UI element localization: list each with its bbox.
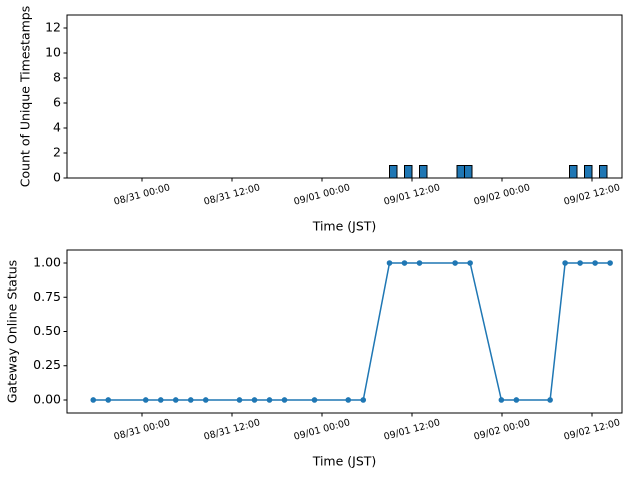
bar [599,165,608,179]
bar [389,165,398,179]
point [607,260,613,266]
y-tick-label: 1.00 [33,255,61,270]
point [281,397,288,403]
x-tick-label: 09/02 12:00 [563,182,622,208]
x-tick-label: 09/02 12:00 [563,417,622,443]
y-axis-label: Count of Unique Timestamps [18,6,33,187]
point [105,397,112,403]
y-tick-label: 0 [53,170,61,185]
y-tick-label: 8 [53,70,61,85]
y-axis-label: Gateway Online Status [5,260,20,403]
point [172,397,179,403]
bar [569,165,578,179]
axes-frame [66,249,623,414]
point [513,397,520,403]
point [577,260,583,266]
axes-frame [66,14,623,179]
x-tick-label: 08/31 12:00 [203,182,262,208]
x-tick-label: 09/01 12:00 [383,417,442,443]
y-tick-label: 0.25 [33,357,61,372]
x-tick-label: 09/02 00:00 [473,417,532,443]
point [562,260,568,266]
point [157,397,164,403]
bar [419,165,428,179]
point [498,397,505,403]
x-tick-label: 09/01 00:00 [293,417,352,443]
point [592,260,598,266]
point [90,397,97,403]
point [142,397,149,403]
x-axis-label: Time (JST) [312,219,377,234]
y-tick-label: 4 [53,120,61,135]
point [345,397,352,403]
x-tick-label: 09/01 12:00 [383,182,442,208]
y-tick-label: 0.50 [33,323,61,338]
x-tick-label: 08/31 00:00 [113,417,172,443]
x-tick-label: 08/31 00:00 [113,182,172,208]
point [360,397,367,403]
bar [584,165,593,179]
point [202,397,209,403]
subplot: 0 2 4 6 8 10 12 08/31 00:00 08/31 12:00 09/01 00:… [18,6,623,234]
point [401,260,408,266]
point [311,397,318,403]
x-tick-label: 09/02 00:00 [473,182,532,208]
bar [404,165,413,179]
bar [456,165,465,179]
y-tick-label: 0.75 [33,289,61,304]
series-line [93,262,611,401]
point [467,260,473,266]
x-tick-label: 08/31 12:00 [203,417,262,443]
y-tick-label: 10 [45,45,61,60]
y-tick-label: 0.00 [33,391,61,406]
x-tick-label: 09/01 00:00 [293,182,352,208]
point [266,397,273,403]
x-axis-label: Time (JST) [312,454,377,469]
point [236,397,243,403]
point [547,397,553,403]
point [386,260,393,266]
y-tick-label: 2 [53,145,61,160]
point [452,260,458,266]
point [416,260,423,266]
y-tick-label: 6 [53,95,61,110]
point [251,397,258,403]
bar [464,165,473,179]
point [187,397,194,403]
y-tick-label: 12 [45,20,61,35]
subplot: 0.00 0.25 0.50 0.75 1.00 08/31 00:00 08/31 12:… [5,249,623,469]
